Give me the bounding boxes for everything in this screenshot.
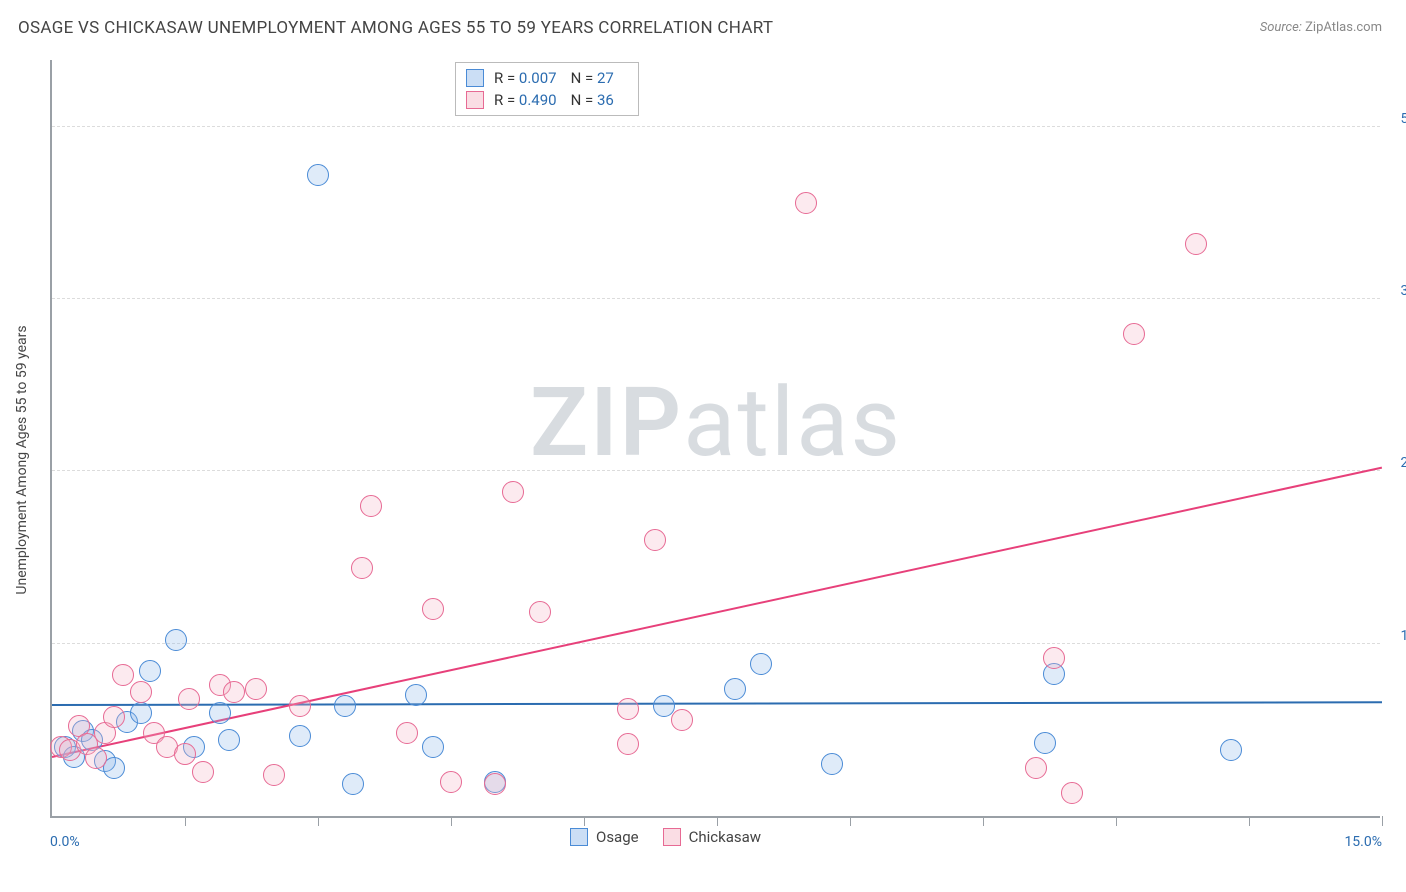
scatter-point: [1025, 757, 1047, 779]
scatter-point: [821, 753, 843, 775]
scatter-point: [1034, 732, 1056, 754]
scatter-point: [223, 681, 245, 703]
scatter-point: [484, 773, 506, 795]
x-tick: [318, 816, 319, 826]
x-tick: [451, 816, 452, 826]
scatter-point: [289, 725, 311, 747]
scatter-point: [360, 495, 382, 517]
scatter-point: [289, 695, 311, 717]
scatter-point: [1043, 647, 1065, 669]
scatter-point: [342, 773, 364, 795]
scatter-point: [263, 764, 285, 786]
gridline-h: 50.0%: [52, 126, 1380, 127]
x-tick: [1249, 816, 1250, 826]
y-tick-label: 12.5%: [1388, 628, 1406, 644]
legend-label: Osage: [596, 828, 639, 846]
gridline-h: 25.0%: [52, 470, 1380, 471]
scatter-point: [795, 192, 817, 214]
scatter-point: [130, 681, 152, 703]
scatter-point: [245, 678, 267, 700]
y-axis-label: Unemployment Among Ages 55 to 59 years: [14, 325, 30, 594]
y-tick-label: 37.5%: [1388, 283, 1406, 299]
scatter-point: [130, 702, 152, 724]
scatter-point: [112, 664, 134, 686]
stats-text: R = 0.490N = 36: [494, 91, 628, 109]
scatter-point: [178, 688, 200, 710]
stats-legend-box: R = 0.007N = 27 R = 0.490N = 36: [455, 62, 639, 116]
x-axis-min-label: 0.0%: [50, 834, 80, 850]
scatter-point: [750, 653, 772, 675]
scatter-point: [85, 747, 107, 769]
scatter-plot-area: 12.5% 25.0% 37.5% 50.0%: [52, 60, 1380, 816]
legend-swatch: [663, 828, 681, 846]
bottom-legend: Osage Chickasaw: [570, 828, 761, 846]
y-tick-label: 25.0%: [1388, 455, 1406, 471]
legend-label: Chickasaw: [689, 828, 761, 846]
x-axis-max-label: 15.0%: [1344, 834, 1382, 850]
stats-row: R = 0.490N = 36: [466, 89, 628, 111]
scatter-point: [644, 529, 666, 551]
scatter-point: [405, 684, 427, 706]
scatter-point: [440, 771, 462, 793]
scatter-point: [174, 743, 196, 765]
x-tick: [850, 816, 851, 826]
scatter-point: [1061, 782, 1083, 804]
x-tick: [983, 816, 984, 826]
series-swatch: [466, 91, 484, 109]
x-tick: [584, 816, 585, 826]
gridline-h: 37.5%: [52, 298, 1380, 299]
regression-line: [52, 467, 1382, 758]
source-attribution: Source: ZipAtlas.com: [1260, 20, 1382, 35]
scatter-point: [103, 706, 125, 728]
stats-row: R = 0.007N = 27: [466, 67, 628, 89]
scatter-point: [617, 698, 639, 720]
scatter-point: [422, 736, 444, 758]
legend-item: Osage: [570, 828, 639, 846]
plot-frame: ZIPatlas 12.5%25.0%37.5%50.0%: [50, 60, 1380, 818]
x-tick: [717, 816, 718, 826]
stats-text: R = 0.007N = 27: [494, 69, 628, 87]
scatter-point: [724, 678, 746, 700]
regression-line: [52, 701, 1382, 706]
legend-swatch: [570, 828, 588, 846]
scatter-point: [396, 722, 418, 744]
scatter-point: [617, 733, 639, 755]
y-tick-label: 50.0%: [1388, 111, 1406, 127]
scatter-point: [351, 557, 373, 579]
scatter-point: [209, 702, 231, 724]
scatter-point: [334, 695, 356, 717]
source-label: Source:: [1260, 20, 1302, 35]
scatter-point: [671, 709, 693, 731]
scatter-point: [218, 729, 240, 751]
series-swatch: [466, 69, 484, 87]
scatter-point: [422, 598, 444, 620]
legend-item: Chickasaw: [663, 828, 761, 846]
scatter-point: [529, 601, 551, 623]
scatter-point: [165, 629, 187, 651]
gridline-h: 12.5%: [52, 643, 1380, 644]
scatter-point: [192, 761, 214, 783]
chart-title: OSAGE VS CHICKASAW UNEMPLOYMENT AMONG AG…: [18, 18, 773, 38]
x-tick: [1116, 816, 1117, 826]
x-tick: [1382, 816, 1383, 826]
scatter-point: [307, 164, 329, 186]
scatter-point: [139, 660, 161, 682]
x-tick: [185, 816, 186, 826]
scatter-point: [1220, 739, 1242, 761]
scatter-point: [502, 481, 524, 503]
source-text: ZipAtlas.com: [1305, 20, 1382, 35]
scatter-point: [1123, 323, 1145, 345]
scatter-point: [1185, 233, 1207, 255]
